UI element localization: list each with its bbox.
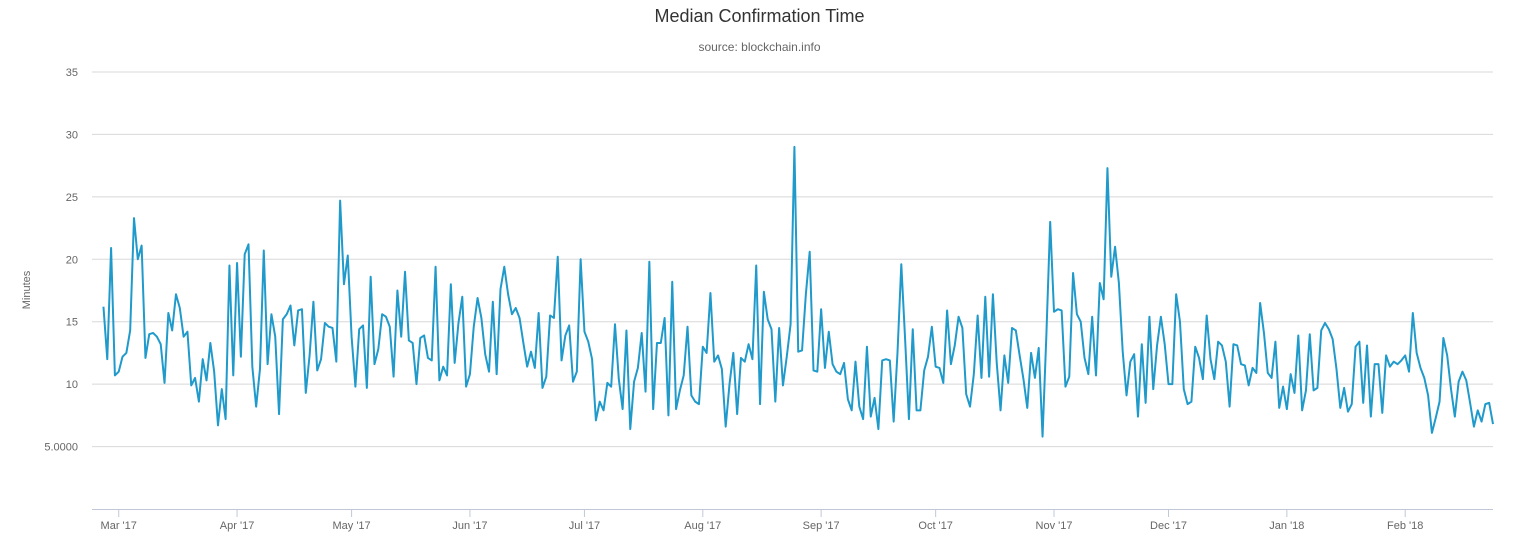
y-tick-label: 30 (66, 129, 78, 141)
y-tick-label: 20 (66, 254, 78, 266)
y-axis: 5.0000 10 15 20 25 30 35 (44, 67, 78, 454)
series-layer (102, 145, 1494, 438)
y-tick-label: 35 (66, 67, 78, 79)
x-tick-label: May '17 (332, 520, 370, 532)
x-tick-label: Nov '17 (1036, 520, 1073, 532)
chart-title: Median Confirmation Time (654, 6, 865, 26)
x-tick-label: Jul '17 (569, 520, 600, 532)
series-line[interactable] (102, 145, 1494, 438)
x-tick-label: Dec '17 (1150, 520, 1187, 532)
x-tick-label: Mar '17 (101, 520, 137, 532)
x-tick-label: Feb '18 (1387, 520, 1423, 532)
x-tick-label: Sep '17 (803, 520, 840, 532)
x-tick-label: Jan '18 (1269, 520, 1304, 532)
y-tick-label: 5.0000 (44, 442, 78, 454)
x-axis: Mar '17 Apr '17 May '17 Jun '17 Jul '17 Aug '… (92, 509, 1493, 532)
y-tick-label: 10 (66, 379, 78, 391)
x-tick-label: Aug '17 (684, 520, 721, 532)
y-axis-title: Minutes (21, 270, 33, 309)
y-tick-label: 15 (66, 317, 78, 329)
chart-subtitle: source: blockchain.info (698, 40, 821, 54)
x-tick-label: Oct '17 (918, 520, 953, 532)
y-tick-label: 25 (66, 192, 78, 204)
x-tick-label: Apr '17 (220, 520, 255, 532)
x-tick-label: Jun '17 (452, 520, 487, 532)
